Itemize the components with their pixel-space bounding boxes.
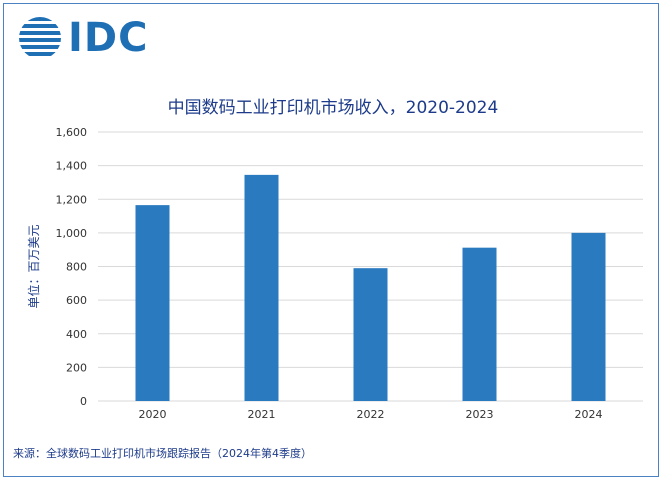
bar-2023	[462, 247, 497, 401]
logo-text: IDC	[68, 15, 149, 61]
y-tick-label: 400	[66, 328, 87, 341]
x-tick-label: 2021	[248, 408, 276, 421]
chart-title: 中国数码工业打印机市场收入，2020-2024	[167, 98, 499, 118]
x-tick-label: 2020	[139, 408, 167, 421]
y-tick-label: 0	[80, 395, 87, 408]
bar-2021	[244, 174, 279, 401]
bar-2024	[571, 232, 606, 401]
bar-2020	[135, 205, 170, 401]
y-tick-label: 1,200	[56, 193, 88, 206]
idc-logo: IDC	[18, 16, 148, 60]
x-tick-label: 2024	[575, 408, 603, 421]
y-tick-label: 1,000	[56, 227, 88, 240]
chart-frame	[3, 3, 659, 477]
y-tick-label: 1,600	[56, 126, 88, 139]
x-tick-label: 2023	[466, 408, 494, 421]
source-note: 来源：全球数码工业打印机市场跟踪报告（2024年第4季度）	[13, 447, 312, 460]
x-tick-label: 2022	[357, 408, 385, 421]
globe-icon	[19, 17, 61, 56]
y-tick-label: 800	[66, 261, 87, 274]
y-tick-label: 1,400	[56, 160, 88, 173]
bar-2022	[353, 268, 388, 401]
y-axis-label: 单位：百万美元	[26, 224, 41, 308]
y-tick-label: 200	[66, 361, 87, 374]
y-tick-label: 600	[66, 294, 87, 307]
